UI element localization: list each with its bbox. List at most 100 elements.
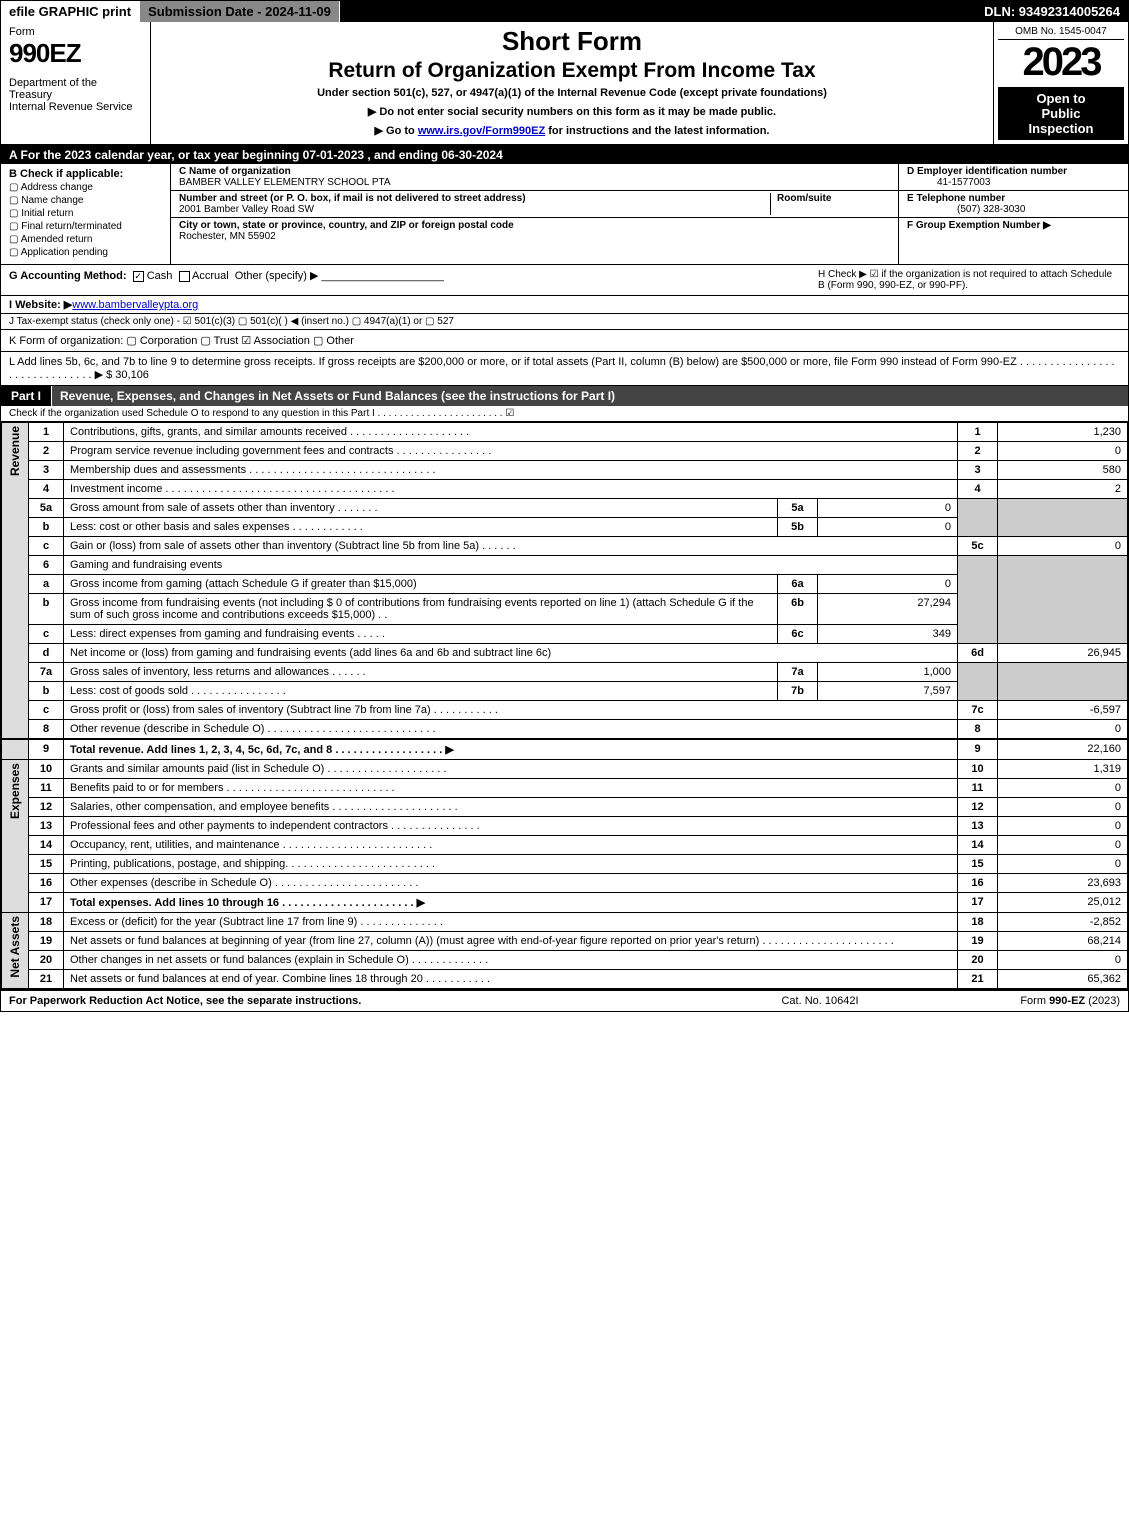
submission-date: Submission Date - 2024-11-09 (140, 1, 340, 22)
room-suite-label: Room/suite (777, 193, 831, 204)
form-title: Return of Organization Exempt From Incom… (159, 59, 985, 83)
line-6a-value: 0 (818, 575, 958, 594)
line-17-value: 25,012 (998, 893, 1128, 913)
row-a-tax-year: A For the 2023 calendar year, or tax yea… (1, 146, 1128, 164)
line-5a-value: 0 (818, 499, 958, 518)
line-4-desc: Investment income . . . . . . . . . . . … (64, 480, 958, 499)
line-5b-desc: Less: cost or other basis and sales expe… (64, 518, 778, 537)
line-14-value: 0 (998, 836, 1128, 855)
address-cell: Number and street (or P. O. box, if mail… (171, 191, 898, 218)
line-8-desc: Other revenue (describe in Schedule O) .… (64, 720, 958, 740)
footer-left: For Paperwork Reduction Act Notice, see … (9, 995, 720, 1007)
group-exemption-cell: F Group Exemption Number ▶ (899, 218, 1128, 233)
line-21-value: 65,362 (998, 970, 1128, 989)
ein-cell: D Employer identification number 41-1577… (899, 164, 1128, 191)
line-7a-value: 1,000 (818, 663, 958, 682)
line-2-desc: Program service revenue including govern… (64, 442, 958, 461)
inspection-badge: Open to Public Inspection (998, 87, 1124, 140)
line-12-desc: Salaries, other compensation, and employ… (64, 798, 958, 817)
part-1-title: Revenue, Expenses, and Changes in Net As… (52, 386, 1128, 406)
chk-initial-return[interactable]: Initial return (9, 208, 162, 219)
section-g-h: G Accounting Method: Cash Accrual Other … (1, 264, 1128, 296)
irs-label: Internal Revenue Service (9, 101, 142, 113)
chk-amended-return[interactable]: Amended return (9, 234, 162, 245)
line-7b-value: 7,597 (818, 682, 958, 701)
line-2-value: 0 (998, 442, 1128, 461)
efile-label[interactable]: efile GRAPHIC print (1, 1, 140, 22)
line-4-value: 2 (998, 480, 1128, 499)
part-1-label: Part I (1, 386, 52, 406)
org-city: Rochester, MN 55902 (179, 231, 276, 242)
line-20-desc: Other changes in net assets or fund bala… (64, 951, 958, 970)
ein-value: 41-1577003 (907, 177, 990, 188)
irs-link[interactable]: www.irs.gov/Form990EZ (418, 125, 545, 137)
dln-number: DLN: 93492314005264 (976, 1, 1128, 22)
form-label: Form (9, 26, 142, 38)
accounting-method: G Accounting Method: Cash Accrual Other … (9, 269, 810, 291)
line-16-desc: Other expenses (describe in Schedule O) … (64, 874, 958, 893)
line-1-value: 1,230 (998, 423, 1128, 442)
form-container: efile GRAPHIC print Submission Date - 20… (0, 0, 1129, 1012)
section-d-e-f: D Employer identification number 41-1577… (898, 164, 1128, 264)
line-5c-desc: Gain or (loss) from sale of assets other… (64, 537, 958, 556)
part-1-header: Part I Revenue, Expenses, and Changes in… (1, 386, 1128, 406)
chk-cash[interactable] (133, 271, 144, 282)
chk-accrual[interactable] (179, 271, 190, 282)
sidebar-expenses: Expenses (2, 760, 29, 913)
line-7c-value: -6,597 (998, 701, 1128, 720)
form-header: Form 990EZ Department of the Treasury In… (1, 22, 1128, 146)
dept-label: Department of the Treasury (9, 77, 142, 101)
info-block: B Check if applicable: Address change Na… (1, 164, 1128, 264)
line-12-value: 0 (998, 798, 1128, 817)
line-18-value: -2,852 (998, 913, 1128, 932)
section-h: H Check ▶ ☑ if the organization is not r… (810, 269, 1120, 291)
line-6d-desc: Net income or (loss) from gaming and fun… (64, 644, 958, 663)
line-14-desc: Occupancy, rent, utilities, and maintena… (64, 836, 958, 855)
line-1-desc: Contributions, gifts, grants, and simila… (64, 423, 958, 442)
line-8-value: 0 (998, 720, 1128, 740)
top-bar: efile GRAPHIC print Submission Date - 20… (1, 1, 1128, 22)
line-11-desc: Benefits paid to or for members . . . . … (64, 779, 958, 798)
line-21-desc: Net assets or fund balances at end of ye… (64, 970, 958, 989)
line-19-value: 68,214 (998, 932, 1128, 951)
line-6-desc: Gaming and fundraising events (64, 556, 958, 575)
instruction-1: ▶ Do not enter social security numbers o… (159, 105, 985, 118)
chk-application-pending[interactable]: Application pending (9, 247, 162, 258)
line-3-desc: Membership dues and assessments . . . . … (64, 461, 958, 480)
section-b-label: B Check if applicable: (9, 168, 162, 180)
line-5c-value: 0 (998, 537, 1128, 556)
chk-name-change[interactable]: Name change (9, 195, 162, 206)
section-k-form-of-org: K Form of organization: ▢ Corporation ▢ … (1, 330, 1128, 352)
instruction-2: ▶ Go to www.irs.gov/Form990EZ for instru… (159, 124, 985, 137)
line-3-value: 580 (998, 461, 1128, 480)
lines-table: Revenue 1 Contributions, gifts, grants, … (1, 422, 1128, 989)
line-10-value: 1,319 (998, 760, 1128, 779)
section-i-website: I Website: ▶www.bambervalleypta.org (1, 296, 1128, 314)
line-16-value: 23,693 (998, 874, 1128, 893)
line-18-desc: Excess or (deficit) for the year (Subtra… (64, 913, 958, 932)
website-link[interactable]: www.bambervalleypta.org (72, 299, 198, 311)
line-6d-value: 26,945 (998, 644, 1128, 663)
org-address: 2001 Bamber Valley Road SW (179, 204, 314, 215)
line-5a-desc: Gross amount from sale of assets other t… (64, 499, 778, 518)
form-number: 990EZ (9, 38, 142, 69)
line-15-value: 0 (998, 855, 1128, 874)
sidebar-net-assets: Net Assets (2, 913, 29, 989)
line-20-value: 0 (998, 951, 1128, 970)
line-6b-desc: Gross income from fundraising events (no… (64, 594, 778, 625)
line-9-value: 22,160 (998, 739, 1128, 760)
omb-number: OMB No. 1545-0047 (998, 26, 1124, 40)
section-j-tax-exempt: J Tax-exempt status (check only one) - ☑… (1, 314, 1128, 330)
line-6a-desc: Gross income from gaming (attach Schedul… (64, 575, 778, 594)
section-b: B Check if applicable: Address change Na… (1, 164, 171, 264)
page-footer: For Paperwork Reduction Act Notice, see … (1, 989, 1128, 1011)
gross-receipts-value: 30,106 (115, 369, 149, 381)
line-9-desc: Total revenue. Add lines 1, 2, 3, 4, 5c,… (64, 739, 958, 760)
chk-address-change[interactable]: Address change (9, 182, 162, 193)
tax-year: 2023 (998, 40, 1124, 85)
chk-final-return[interactable]: Final return/terminated (9, 221, 162, 232)
city-cell: City or town, state or province, country… (171, 218, 898, 244)
line-7c-desc: Gross profit or (loss) from sales of inv… (64, 701, 958, 720)
header-right: OMB No. 1545-0047 2023 Open to Public In… (993, 22, 1128, 144)
line-5b-value: 0 (818, 518, 958, 537)
